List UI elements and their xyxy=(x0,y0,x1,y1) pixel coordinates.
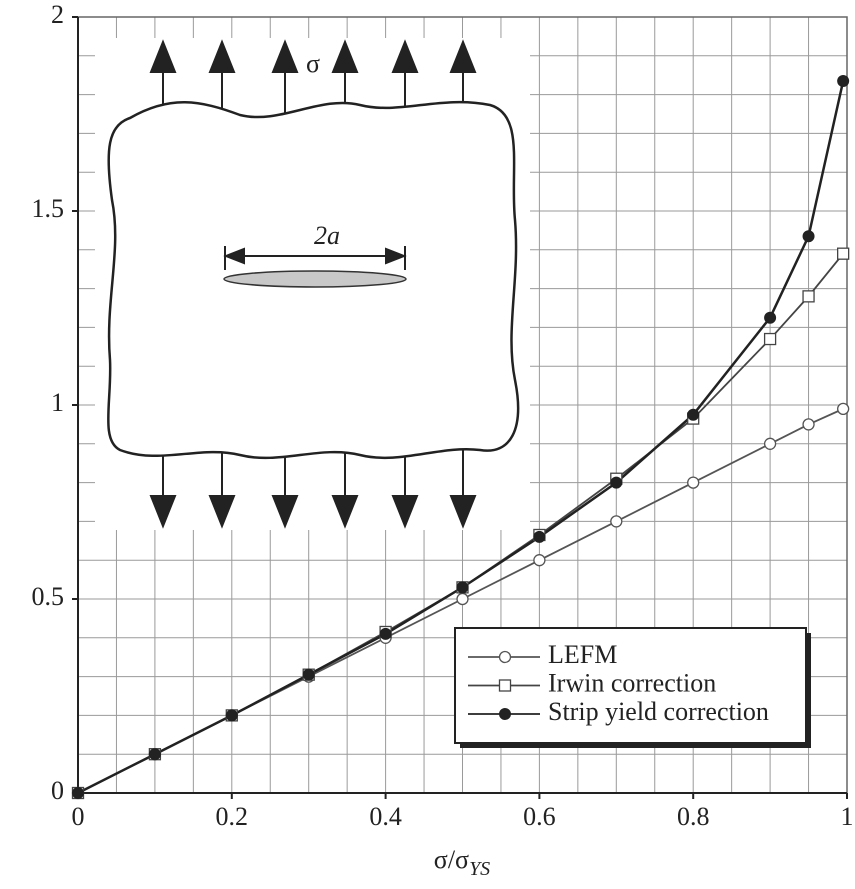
inset-diagram: σ 2a xyxy=(95,38,530,530)
marker xyxy=(610,515,623,528)
crack-length-label: 2a xyxy=(314,221,340,250)
marker xyxy=(72,787,84,799)
marker xyxy=(687,408,700,421)
y-tick-label: 0 xyxy=(51,776,64,805)
x-tick-label: 0.8 xyxy=(677,802,710,831)
y-tick-label: 2 xyxy=(51,0,64,29)
x-tick-label: 0.2 xyxy=(216,802,249,831)
marker xyxy=(687,476,700,489)
marker xyxy=(302,668,315,681)
marker xyxy=(763,332,777,346)
x-tick-label: 0 xyxy=(72,802,85,831)
legend-label: LEFM xyxy=(548,640,617,669)
stress-arrows xyxy=(149,39,477,529)
marker xyxy=(802,230,815,243)
plot xyxy=(71,75,850,800)
dimension-line xyxy=(223,246,407,270)
legend-label: Strip yield correction xyxy=(548,697,769,726)
series-line xyxy=(77,80,845,795)
y-tick-label: 1.5 xyxy=(32,194,65,223)
y-tick-label: 0.5 xyxy=(32,582,65,611)
stress-label: σ xyxy=(306,49,320,78)
marker xyxy=(837,75,850,88)
marker xyxy=(379,627,392,640)
marker xyxy=(837,247,850,260)
x-axis-label-subscript: YS xyxy=(469,858,490,880)
marker xyxy=(763,437,777,450)
marker xyxy=(225,709,238,722)
x-axis-label-main: σ/σ xyxy=(434,845,469,874)
marker xyxy=(802,290,815,303)
x-tick-label: 0.6 xyxy=(523,802,556,831)
legend-label: Irwin correction xyxy=(548,668,716,697)
legend-marker xyxy=(499,708,511,720)
marker xyxy=(764,311,777,324)
marker xyxy=(802,418,815,431)
legend-marker xyxy=(498,650,512,664)
marker xyxy=(456,592,469,606)
marker xyxy=(533,554,546,567)
marker xyxy=(837,402,850,416)
y-tick-label: 1 xyxy=(51,388,64,417)
marker xyxy=(610,476,623,489)
marker xyxy=(148,748,161,761)
legend-marker xyxy=(498,679,512,692)
x-axis-label: σ/σYS xyxy=(434,845,490,880)
crack xyxy=(223,270,407,288)
marker xyxy=(533,530,546,543)
marker xyxy=(456,581,469,594)
x-tick-label: 0.4 xyxy=(369,802,402,831)
x-tick-label: 1 xyxy=(841,802,854,831)
